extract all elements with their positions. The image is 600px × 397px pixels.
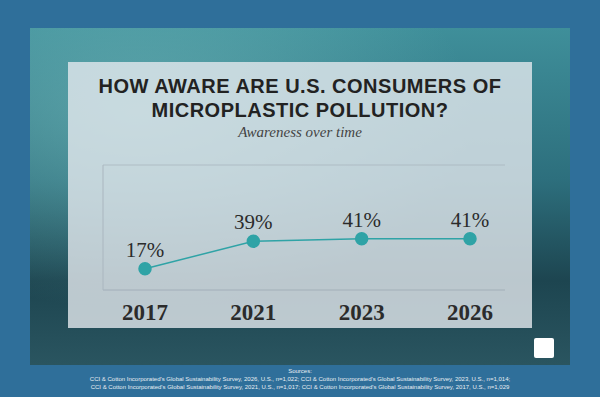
svg-text:2026: 2026 bbox=[447, 300, 493, 325]
html-text:CCI & Cotton Incorporated's Gl: CCI & Cotton Incorporated's Global Susta… bbox=[90, 384, 510, 390]
html-text:CCI & Cotton Incorporated's Gl: CCI & Cotton Incorporated's Global Susta… bbox=[89, 376, 511, 382]
svg-text:41%: 41% bbox=[342, 208, 381, 232]
html-text:HOW AWARE ARE U.S. CONSUMERS O: HOW AWARE ARE U.S. CONSUMERS OF MICROPLA… bbox=[98, 75, 502, 121]
svg-text:17%: 17% bbox=[126, 238, 165, 262]
svg-text:2017: 2017 bbox=[122, 300, 168, 325]
svg-text:2021: 2021 bbox=[230, 300, 276, 325]
svg-text:41%: 41% bbox=[451, 208, 490, 232]
svg-text:2023: 2023 bbox=[339, 300, 385, 325]
html-text:Sources:: Sources: bbox=[288, 368, 312, 374]
svg-text:39%: 39% bbox=[234, 210, 272, 234]
html-text:Awareness over time: Awareness over time bbox=[238, 124, 362, 140]
